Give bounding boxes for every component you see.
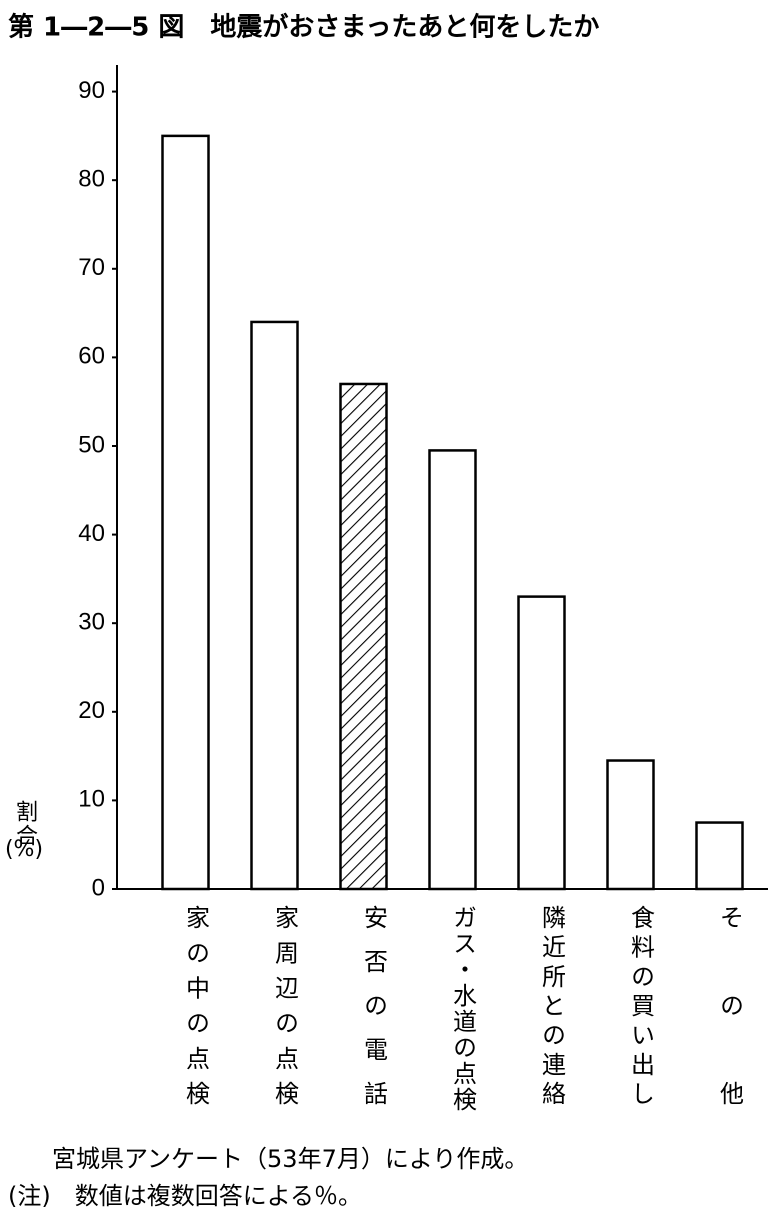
x-tick-label: 安否の電話 — [360, 905, 388, 1125]
chart-title: 第 1―2―5 図 地震がおさまったあと何をしたか — [8, 12, 599, 43]
y-axis-unit: (%) — [5, 837, 43, 862]
x-tick-label: ガス・水道の点検 — [449, 905, 477, 1113]
bar — [161, 134, 210, 891]
x-tick-label: 隣近所との連絡 — [538, 905, 566, 1110]
bar — [695, 821, 744, 891]
y-tick-label: 20 — [78, 697, 105, 724]
bar — [250, 320, 299, 891]
note: (注) 数値は複数回答による％。 — [8, 1182, 362, 1210]
x-tick-label: 家周辺の点検 — [271, 905, 299, 1116]
bar — [428, 449, 477, 891]
note: 宮城県アンケート（53年7月）により作成。 — [52, 1145, 528, 1173]
y-axis-label: 割合 — [12, 800, 38, 848]
bar — [339, 382, 388, 891]
y-tick-label: 50 — [78, 431, 105, 458]
bar — [606, 759, 655, 891]
y-tick-label: 0 — [92, 874, 105, 901]
y-tick-label: 10 — [78, 786, 105, 813]
x-tick-label: 家の中の点検 — [182, 905, 210, 1116]
y-tick-label: 30 — [78, 609, 105, 636]
x-tick-label: 食料の買い出し — [627, 905, 655, 1110]
x-tick-label: その他 — [716, 905, 744, 1169]
y-tick-label: 70 — [78, 254, 105, 281]
bar — [517, 595, 566, 891]
y-tick-label: 40 — [78, 520, 105, 547]
y-tick-label: 90 — [78, 77, 105, 104]
y-tick-label: 80 — [78, 166, 105, 193]
y-tick-label: 60 — [78, 343, 105, 370]
